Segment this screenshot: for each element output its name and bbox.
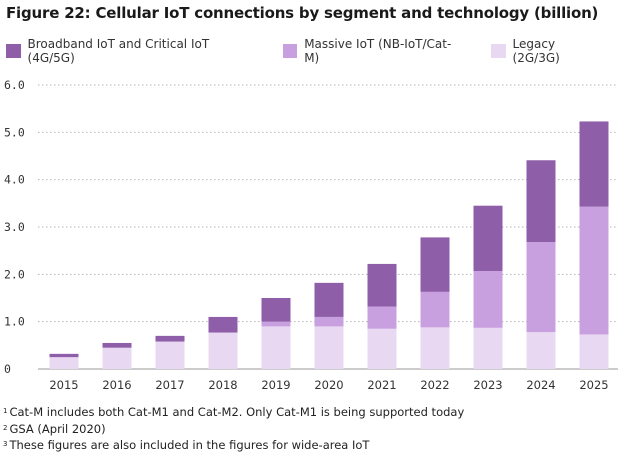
- bar-segment: [420, 237, 450, 292]
- legend-label-broadband: Broadband IoT and Critical IoT (4G/5G): [27, 37, 210, 65]
- y-tick-label: 1.0: [4, 315, 25, 329]
- legend-swatch-broadband: [6, 44, 21, 58]
- footnote-text-1: Cat-M includes both Cat-M1 and Cat-M2. O…: [9, 405, 465, 419]
- bar-segment: [526, 332, 556, 369]
- y-tick-label: 4.0: [4, 173, 25, 187]
- chart-title: Figure 22: Cellular IoT connections by s…: [6, 4, 599, 22]
- legend-label-legacy: Legacy (2G/3G): [512, 37, 560, 65]
- footnotes: 1 Cat-M includes both Cat-M1 and Cat-M2. …: [3, 404, 464, 454]
- legend-item-legacy: Legacy (2G/3G): [491, 37, 603, 65]
- y-tick-label: 0: [4, 362, 11, 376]
- legend-label-massive: Massive IoT (NB-IoT/Cat-M): [304, 37, 452, 65]
- bar-segment: [473, 271, 503, 328]
- bar-segment: [261, 321, 291, 327]
- x-tick-label: 2019: [261, 378, 290, 392]
- bar-segment: [579, 334, 609, 369]
- bar-segment: [49, 353, 79, 358]
- x-tick-label: 2016: [102, 378, 131, 392]
- footnote-text-2: GSA (April 2020): [9, 421, 106, 436]
- x-tick-label: 2023: [473, 378, 502, 392]
- bar-segment: [261, 298, 291, 322]
- bar-segment: [473, 327, 503, 369]
- bar-segment: [579, 206, 609, 335]
- x-tick-label: 2017: [155, 378, 184, 392]
- bar-segment: [314, 326, 344, 369]
- bar-segment: [526, 160, 556, 243]
- bar-segment: [261, 326, 291, 369]
- bar-segment: [208, 316, 238, 333]
- footnote-text-3: These figures are also included in the f…: [9, 438, 370, 452]
- bar-segment: [367, 328, 397, 369]
- y-tick-label: 5.0: [4, 125, 25, 139]
- y-tick-label: 6.0: [4, 78, 25, 92]
- legend-item-broadband: Broadband IoT and Critical IoT (4G/5G): [6, 37, 253, 65]
- footnote-3: 3 These figures are also included in the …: [3, 437, 464, 454]
- bar-segment: [49, 357, 79, 369]
- bar-segment: [367, 306, 397, 329]
- bar-segment: [155, 335, 185, 342]
- bar-segment: [473, 205, 503, 272]
- footnote-mark-2: 2: [3, 423, 8, 432]
- x-tick-label: 2024: [526, 378, 555, 392]
- x-tick-label: 2025: [579, 378, 608, 392]
- bar-segment: [102, 347, 132, 369]
- y-tick-label: 3.0: [4, 220, 25, 234]
- bar-segment: [208, 332, 238, 369]
- bar-segment: [420, 291, 450, 328]
- y-tick-label: 2.0: [4, 267, 25, 281]
- footnote-mark-3: 3: [3, 440, 8, 448]
- x-tick-label: 2015: [49, 378, 78, 392]
- legend-swatch-massive: [282, 44, 298, 58]
- bar-segment: [314, 282, 344, 317]
- footnote-mark-1: 1: [3, 407, 8, 415]
- x-tick-label: 2020: [314, 378, 343, 392]
- legend-item-massive: Massive IoT (NB-IoT/Cat-M): [282, 37, 461, 65]
- footnote-1: 1 Cat-M includes both Cat-M1 and Cat-M2. …: [3, 404, 464, 421]
- x-tick-label: 2018: [208, 378, 237, 392]
- chart-legend: Broadband IoT and Critical IoT (4G/5G) M…: [6, 37, 633, 65]
- bar-segment: [155, 341, 185, 369]
- bar-segment: [420, 327, 450, 369]
- legend-swatch-legacy: [491, 44, 506, 58]
- bar-segment: [314, 316, 344, 327]
- footnote-2: 2 GSA (April 2020): [3, 421, 464, 438]
- x-tick-label: 2021: [367, 378, 396, 392]
- stacked-bar-chart: 0 1.0 2.0 3.0 4.0 5.0 6.0 2015 2016 2017 2018 2019 2…: [4, 78, 618, 392]
- bar-segment: [367, 263, 397, 307]
- bar-segment: [526, 242, 556, 333]
- bar-segment: [579, 121, 609, 207]
- bar-segment: [102, 342, 132, 348]
- x-tick-label: 2022: [420, 378, 449, 392]
